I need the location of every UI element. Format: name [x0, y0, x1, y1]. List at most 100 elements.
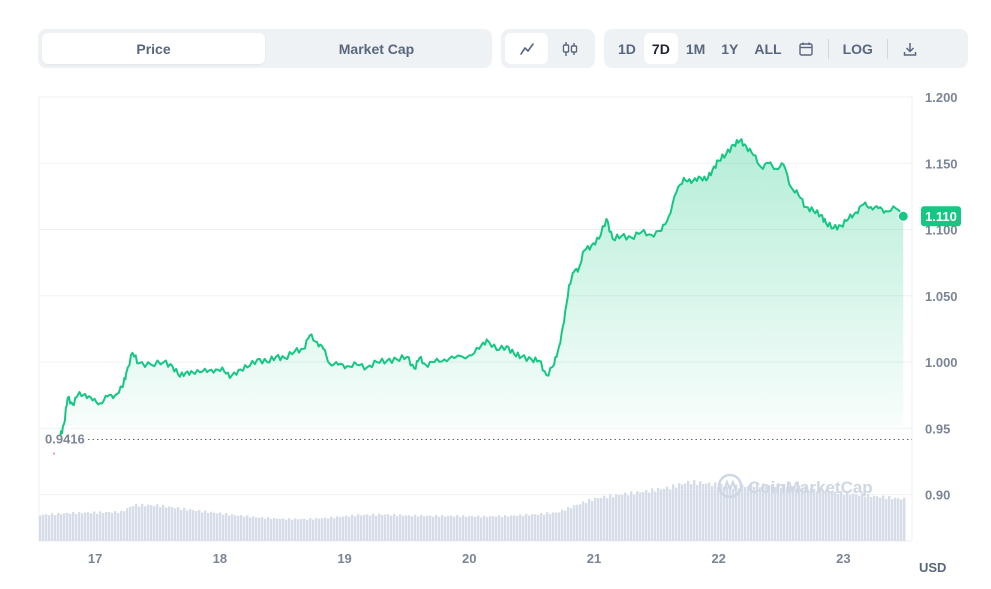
volume-bar — [738, 488, 741, 541]
calendar-button[interactable] — [790, 33, 822, 64]
download-button[interactable] — [894, 33, 926, 64]
volume-bar — [387, 514, 390, 541]
y-tick-label: 1.000 — [925, 355, 958, 370]
volume-bar — [900, 499, 903, 541]
min-price-label: 0.9416 — [45, 431, 85, 446]
volume-bar — [831, 491, 834, 541]
current-price-badge: 1.110 — [921, 206, 961, 227]
y-tick-label: 1.050 — [925, 289, 958, 304]
volume-bar — [510, 515, 513, 541]
volume-bar — [300, 519, 303, 541]
volume-bar — [570, 508, 573, 541]
volume-bar — [351, 514, 354, 541]
volume-bar — [735, 484, 738, 541]
volume-bar — [153, 506, 156, 541]
volume-bar — [726, 486, 729, 541]
tab-market-cap[interactable]: Market Cap — [338, 40, 415, 57]
volume-bar — [543, 514, 546, 541]
volume-bar — [429, 515, 432, 541]
watermark-text: CoinMarketCap — [748, 478, 873, 497]
volume-bar — [645, 490, 648, 541]
volume-bar — [708, 482, 711, 541]
volume-bar — [93, 511, 96, 541]
volume-bar — [852, 493, 855, 541]
volume-bar — [612, 497, 615, 541]
volume-bar — [528, 515, 531, 541]
coinmarketcap-logo-mark — [723, 479, 737, 492]
volume-bar — [303, 518, 306, 541]
volume-bar — [651, 488, 654, 541]
tab-price[interactable]: Price — [42, 33, 265, 64]
volume-bar — [339, 517, 342, 541]
volume-bar — [834, 491, 837, 541]
range-7d-button[interactable]: 7D — [643, 33, 678, 64]
volume-bar — [267, 517, 270, 541]
volume-bar — [168, 506, 171, 541]
x-tick-label: 20 — [462, 551, 476, 566]
volume-bar — [327, 518, 330, 541]
volume-bar — [372, 513, 375, 541]
volume-bar — [804, 486, 807, 541]
volume-bar — [810, 488, 813, 541]
volume-bar — [150, 505, 153, 541]
range-1m-button[interactable]: 1M — [685, 40, 706, 57]
volume-bar — [903, 497, 906, 541]
volume-bar — [684, 483, 687, 541]
volume-bar — [888, 496, 891, 541]
volume-bar — [483, 515, 486, 541]
volume-bar — [426, 515, 429, 541]
line-chart-button[interactable] — [505, 33, 548, 64]
volume-bar — [102, 513, 105, 541]
volume-bar — [399, 514, 402, 541]
volume-bar — [756, 482, 759, 541]
volume-bar — [438, 516, 441, 541]
volume-bar — [486, 517, 489, 541]
range-1y-button[interactable]: 1Y — [721, 40, 739, 57]
volume-bar — [39, 515, 42, 541]
volume-bar — [240, 515, 243, 541]
volume-bar — [108, 512, 111, 541]
volume-bar — [129, 506, 132, 541]
volume-bar — [144, 506, 147, 541]
chart-type-switch: Price Market Cap — [38, 29, 492, 68]
volume-bar — [345, 515, 348, 541]
volume-bar — [279, 519, 282, 541]
volume-bar — [321, 518, 324, 541]
volume-bar — [495, 516, 498, 541]
volume-bar — [687, 480, 690, 541]
volume-bar — [585, 503, 588, 541]
current-price-dot — [897, 210, 909, 222]
range-all-button[interactable]: ALL — [754, 40, 782, 57]
volume-bar — [249, 517, 252, 541]
volume-bar — [462, 515, 465, 541]
candlestick-chart-button[interactable] — [548, 33, 591, 64]
volume-bar — [234, 515, 237, 541]
volume-bar — [417, 516, 420, 541]
volume-bar — [534, 514, 537, 541]
volume-bar — [474, 516, 477, 541]
volume-bar — [54, 515, 57, 541]
volume-bar — [816, 491, 819, 541]
volume-bar — [318, 518, 321, 541]
volume-bar — [744, 486, 747, 541]
volume-bar — [819, 488, 822, 541]
volume-bar — [117, 513, 120, 541]
range-1d-button[interactable]: 1D — [618, 40, 636, 57]
volume-bar — [729, 485, 732, 541]
volume-bar — [465, 516, 468, 541]
volume-bar — [378, 513, 381, 541]
volume-bar — [291, 519, 294, 541]
volume-bar — [231, 514, 234, 541]
x-tick-label: 23 — [836, 551, 850, 566]
volume-bar — [870, 497, 873, 541]
volume-bar — [606, 498, 609, 541]
price-area — [60, 139, 904, 437]
toolbar-divider — [827, 38, 829, 59]
volume-bar — [114, 511, 117, 541]
volume-bar — [492, 516, 495, 541]
volume-bar — [753, 486, 756, 541]
volume-bar — [450, 515, 453, 541]
volume-bar — [519, 514, 522, 541]
log-scale-button[interactable]: LOG — [842, 40, 873, 57]
